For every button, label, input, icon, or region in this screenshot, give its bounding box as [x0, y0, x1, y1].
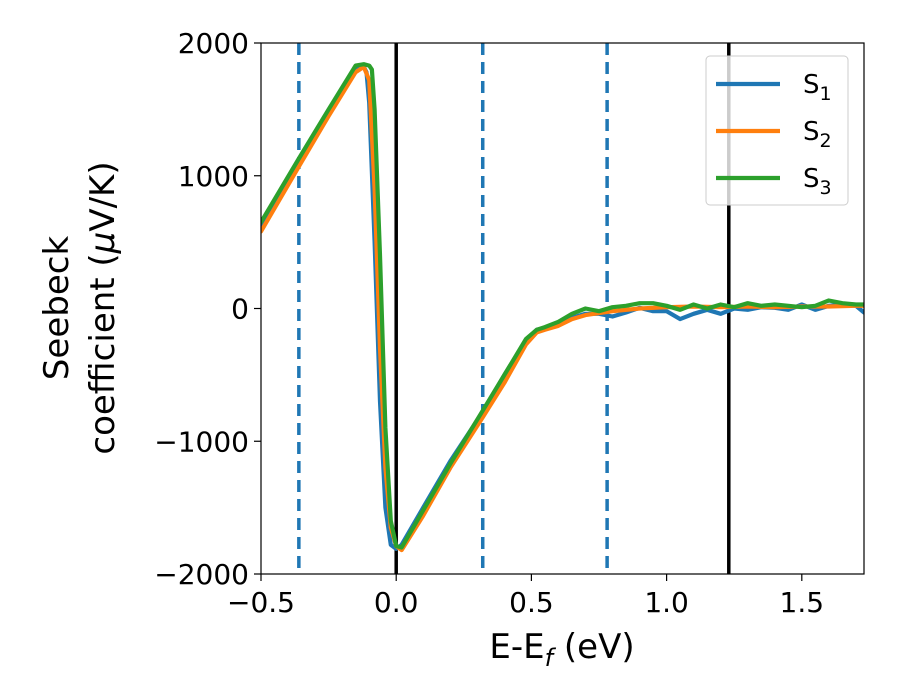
y-axis-title-line1: Seebeck [37, 236, 77, 381]
x-axis-ticks: −0.5 0.0 0.5 1.0 1.5 [227, 574, 824, 619]
legend: S1 S2 S3 [705, 55, 849, 206]
x-tick-label: 0.5 [509, 586, 554, 619]
x-axis-title: E-Ef (eV) [489, 627, 634, 672]
x-tick-label: 1.0 [644, 586, 689, 619]
legend-label-s2: S2 [803, 117, 832, 152]
y-axis-title: Seebeck coefficient (μV/K) [37, 161, 123, 454]
y-axis-ticks: −2000 −1000 0 1000 2000 [154, 27, 261, 591]
y-tick-label: 0 [231, 293, 249, 326]
y-tick-label: −1000 [154, 425, 249, 458]
x-tick-label: 1.5 [780, 586, 825, 619]
x-tick-label: −0.5 [227, 586, 295, 619]
legend-label-s3: S3 [803, 164, 832, 199]
series-layer [261, 62, 864, 553]
y-tick-label: −2000 [154, 558, 249, 591]
y-tick-label: 1000 [178, 160, 249, 193]
y-tick-label: 2000 [178, 27, 249, 60]
x-tick-label: 0.0 [374, 586, 419, 619]
y-axis-title-line2: coefficient (μV/K) [83, 161, 123, 454]
series-line-s3 [261, 62, 864, 550]
legend-label-s1: S1 [803, 70, 832, 105]
